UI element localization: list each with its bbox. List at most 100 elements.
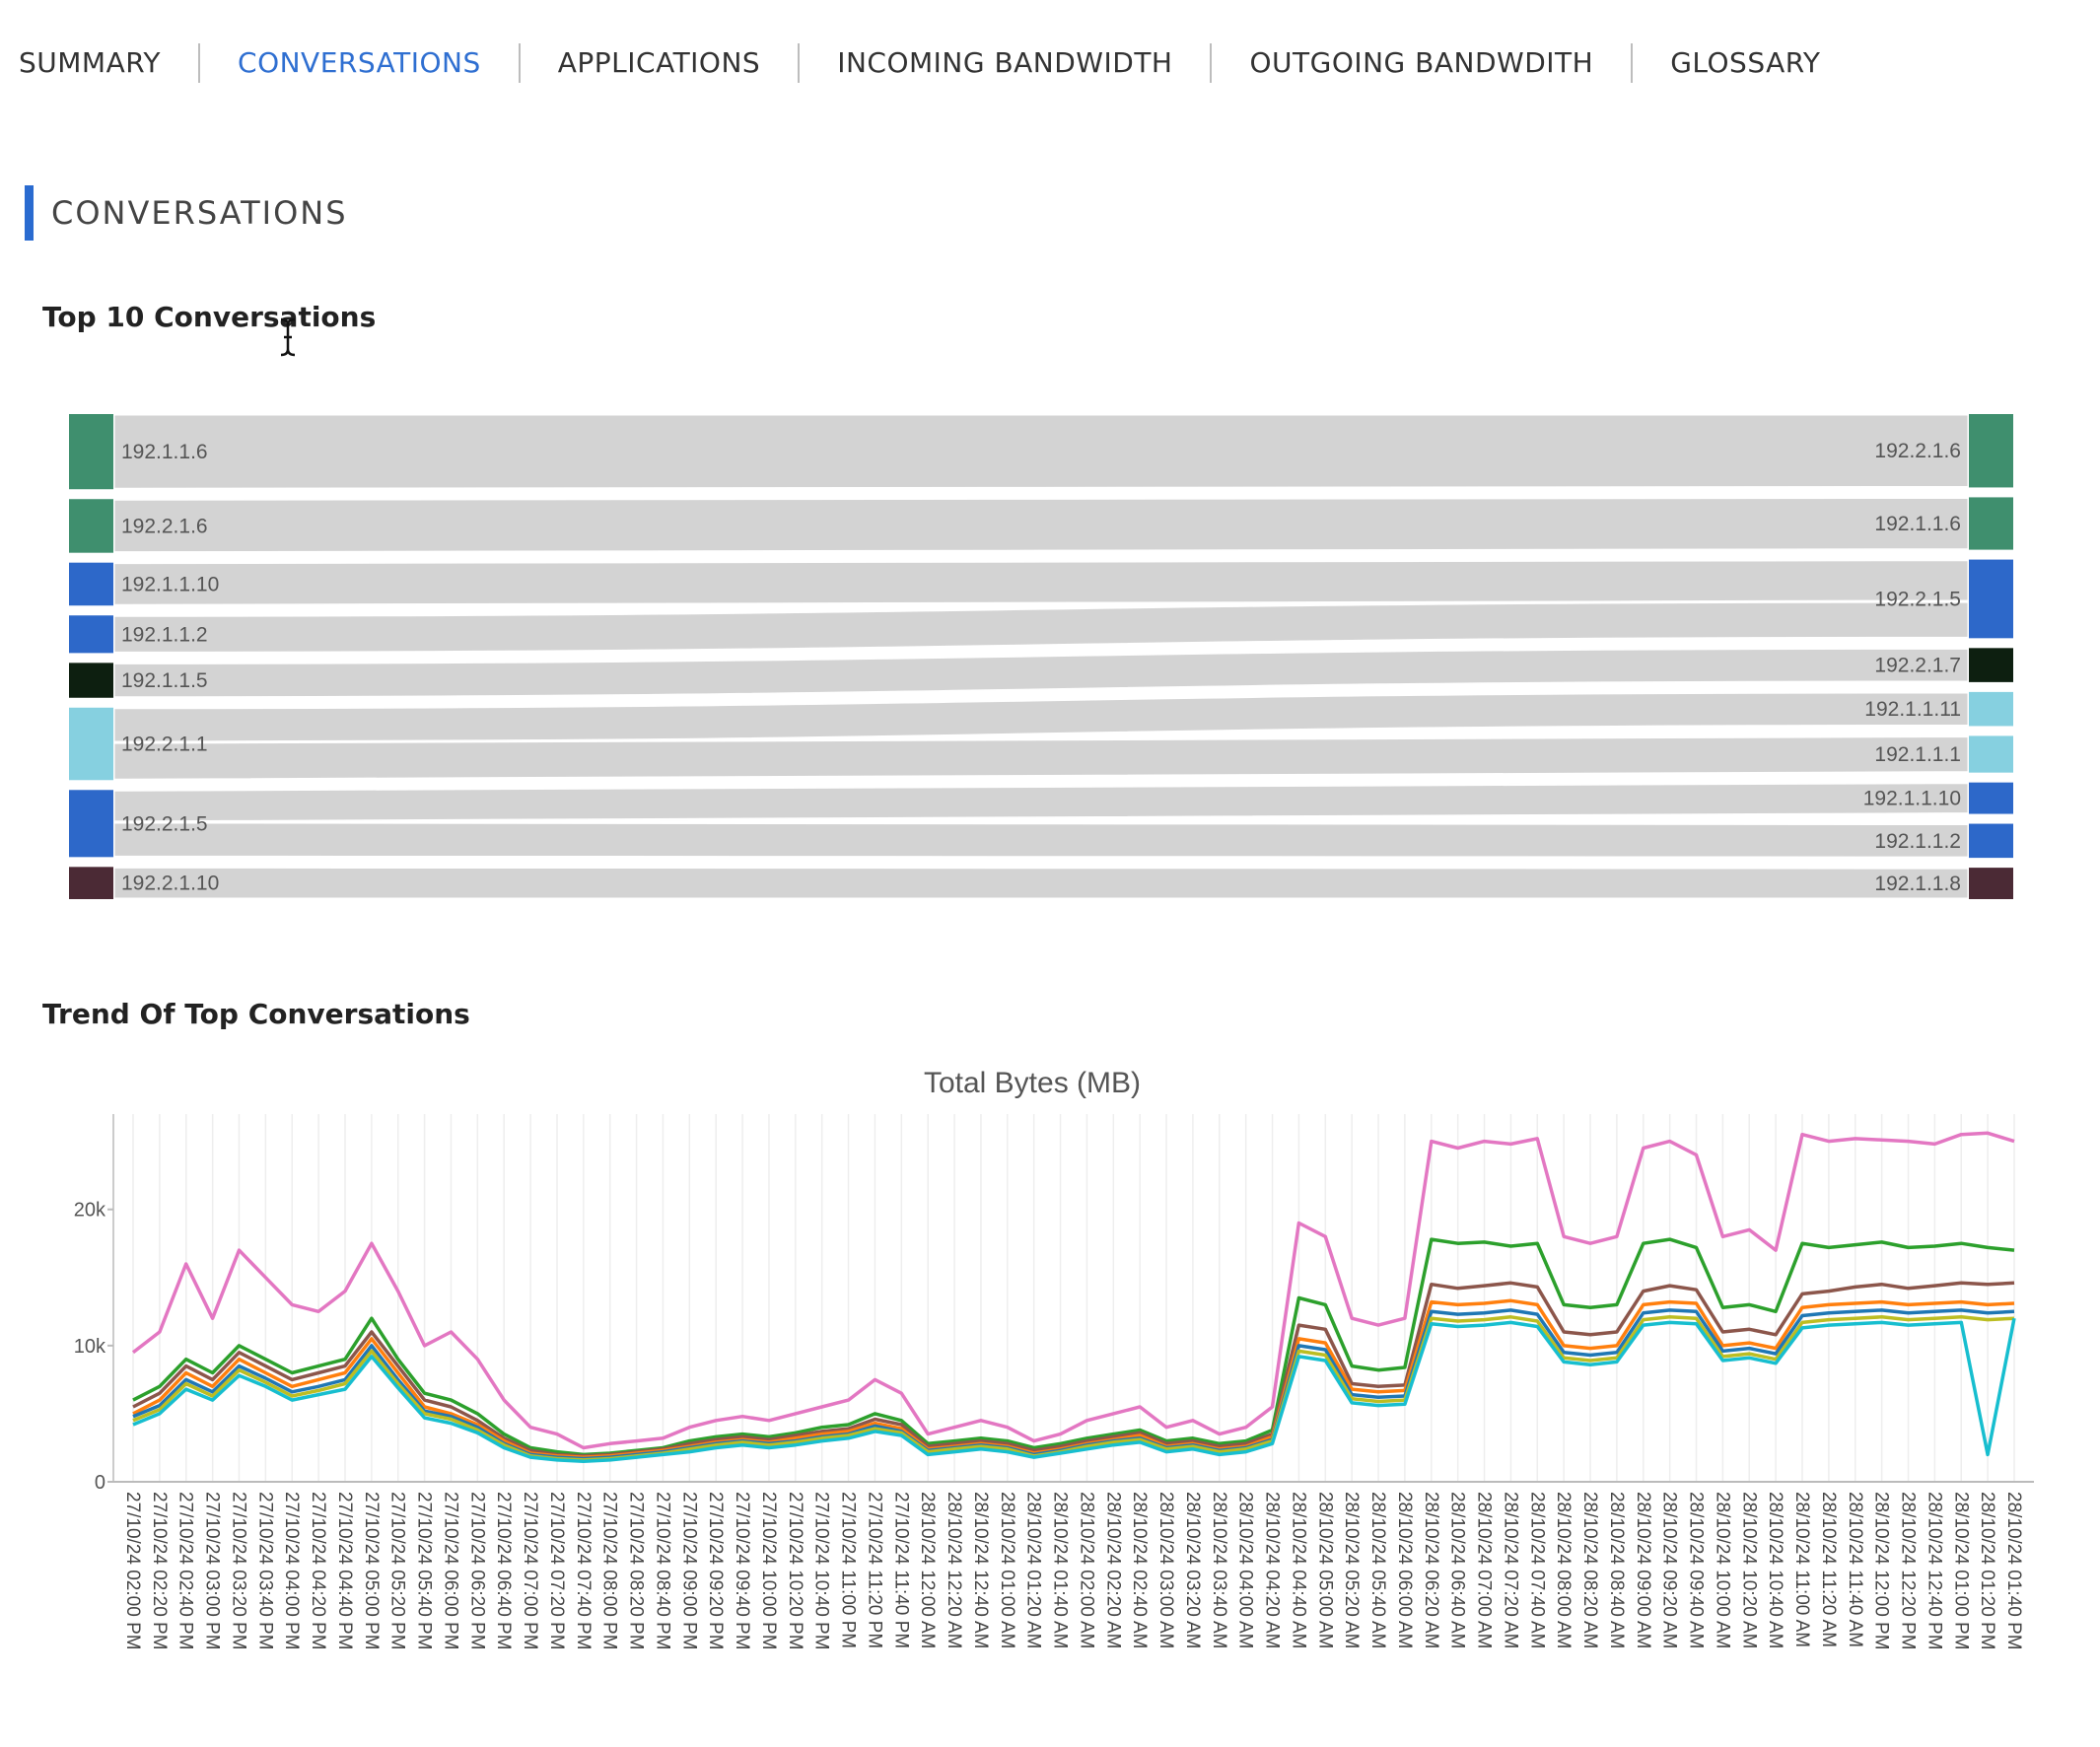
x-tick-label: 28/10/24 02:40 AM	[1129, 1492, 1150, 1649]
x-tick-label: 28/10/24 05:00 AM	[1314, 1492, 1335, 1649]
x-tick-label: 27/10/24 11:20 PM	[864, 1492, 884, 1648]
x-tick-label: 28/10/24 10:20 AM	[1738, 1492, 1759, 1649]
x-tick-label: 27/10/24 11:40 PM	[890, 1492, 911, 1648]
x-tick-label: 28/10/24 07:00 AM	[1474, 1492, 1495, 1649]
sankey-target-label: 192.2.1.6	[1874, 440, 1961, 462]
x-tick-label: 27/10/24 03:40 PM	[254, 1492, 275, 1650]
x-tick-label: 27/10/24 07:00 PM	[520, 1492, 540, 1650]
x-tick-label: 27/10/24 06:40 PM	[493, 1492, 514, 1650]
sankey-target-node[interactable]	[1969, 823, 2013, 859]
tab-summary[interactable]: SUMMARY	[19, 46, 162, 79]
x-tick-label: 28/10/24 01:00 AM	[997, 1492, 1017, 1649]
x-tick-label: 27/10/24 06:00 PM	[440, 1492, 460, 1650]
x-tick-label: 28/10/24 02:20 AM	[1102, 1492, 1123, 1649]
x-tick-label: 28/10/24 01:00 PM	[1950, 1492, 1971, 1650]
sankey-source-label: 192.2.1.6	[121, 515, 208, 537]
sankey-target-node[interactable]	[1969, 868, 2013, 899]
sankey-target-label: 192.1.1.2	[1874, 830, 1961, 853]
x-tick-label: 27/10/24 09:40 PM	[732, 1492, 752, 1650]
sankey-source-node[interactable]	[69, 707, 113, 781]
sankey-target-label: 192.2.1.7	[1874, 655, 1961, 677]
section-title: CONVERSATIONS	[51, 194, 348, 232]
y-tick-label: 20k	[74, 1200, 106, 1222]
x-tick-label: 28/10/24 11:20 AM	[1818, 1492, 1839, 1647]
x-tick-labels: 27/10/24 02:00 PM 27/10/24 02:20 PM 27/10/…	[122, 1492, 2024, 1650]
x-tick-label: 27/10/24 10:40 PM	[811, 1492, 832, 1650]
x-tick-label: 27/10/24 10:00 PM	[758, 1492, 779, 1650]
series-line-yellow[interactable]	[132, 1315, 2015, 1462]
series-line-brown[interactable]	[132, 1281, 2015, 1458]
sankey-target-node[interactable]	[1969, 648, 2013, 682]
series-line-green[interactable]	[132, 1237, 2015, 1457]
sankey-source-node[interactable]	[69, 615, 113, 654]
tab-outgoing-bandwdith[interactable]: OUTGOING BANDWDITH	[1249, 46, 1594, 79]
x-tick-label: 27/10/24 02:20 PM	[149, 1492, 170, 1650]
sankey-source-label: 192.2.1.5	[121, 812, 208, 835]
tab-separator	[518, 43, 521, 83]
x-tick-label: 27/10/24 08:20 PM	[626, 1492, 647, 1650]
sankey-link[interactable]	[111, 646, 1971, 700]
sankey-source-node[interactable]	[69, 867, 113, 899]
x-tick-label: 27/10/24 02:40 PM	[175, 1492, 196, 1650]
x-tick-label: 28/10/24 12:20 PM	[1898, 1492, 1919, 1650]
x-tick-label: 27/10/24 09:00 PM	[678, 1492, 699, 1650]
x-tick-label: 27/10/24 02:00 PM	[122, 1492, 143, 1650]
x-tick-label: 28/10/24 07:40 AM	[1526, 1492, 1547, 1649]
series-line-pink[interactable]	[131, 1131, 2015, 1450]
sankey-target-label: 192.1.1.8	[1874, 873, 1961, 895]
top-conversations-title: Top 10 Conversations	[42, 301, 377, 333]
sankey-source-label: 192.1.1.2	[121, 623, 208, 646]
sankey-link[interactable]	[111, 412, 1971, 491]
sankey-source-label: 192.1.1.5	[121, 669, 208, 692]
x-tick-label: 28/10/24 11:00 AM	[1791, 1492, 1812, 1647]
series-lines	[131, 1131, 2016, 1464]
sankey-target-node[interactable]	[1969, 691, 2013, 727]
tab-incoming-bandwidth[interactable]: INCOMING BANDWIDTH	[837, 46, 1173, 79]
tab-separator	[798, 43, 801, 83]
x-tick-label: 27/10/24 04:00 PM	[281, 1492, 302, 1650]
sankey-source-node[interactable]	[69, 562, 113, 606]
x-tick-label: 27/10/24 08:00 PM	[599, 1492, 620, 1650]
sankey-target-node[interactable]	[1969, 414, 2013, 488]
x-tick-label: 28/10/24 03:20 AM	[1182, 1492, 1203, 1649]
sankey-source-node[interactable]	[69, 790, 113, 858]
sankey-target-node[interactable]	[1969, 497, 2013, 550]
x-tick-label: 27/10/24 04:20 PM	[308, 1492, 328, 1650]
sankey-source-node[interactable]	[69, 414, 113, 490]
sankey-target-label: 192.1.1.1	[1874, 743, 1961, 766]
x-tick-label: 27/10/24 11:00 PM	[838, 1492, 859, 1648]
x-tick-label: 28/10/24 10:40 AM	[1765, 1492, 1785, 1649]
sankey-target-node[interactable]	[1969, 559, 2013, 639]
sankey-source-label: 192.2.1.1	[121, 734, 208, 756]
sankey-source-label: 192.1.1.6	[121, 441, 208, 463]
sankey-source-node[interactable]	[69, 499, 113, 553]
x-tick-label: 28/10/24 06:20 AM	[1421, 1492, 1441, 1649]
x-tick-label: 27/10/24 04:40 PM	[334, 1492, 355, 1650]
report-tab-bar: SUMMARY CONVERSATIONS APPLICATIONS INCOMING…	[0, 28, 1858, 99]
x-tick-label: 28/10/24 01:20 AM	[1023, 1492, 1044, 1649]
sankey-source-node[interactable]	[69, 663, 113, 698]
tab-applications[interactable]: APPLICATIONS	[557, 46, 761, 79]
x-tick-label: 28/10/24 05:40 AM	[1367, 1492, 1388, 1649]
y-tick-label: 0	[95, 1472, 105, 1494]
sankey-target-node[interactable]	[1969, 735, 2013, 773]
x-tick-label: 28/10/24 05:20 AM	[1341, 1492, 1362, 1649]
x-tick-label: 28/10/24 07:20 AM	[1500, 1492, 1520, 1649]
x-tick-label: 28/10/24 09:40 AM	[1686, 1492, 1707, 1649]
y-tick-label: 10k	[74, 1336, 106, 1358]
sankey-link[interactable]	[111, 734, 1971, 782]
x-tick-label: 27/10/24 08:40 PM	[652, 1492, 672, 1650]
sankey-target-label: 192.1.1.6	[1874, 513, 1961, 535]
x-tick-label: 27/10/24 05:40 PM	[414, 1492, 435, 1650]
sankey-target-node[interactable]	[1969, 782, 2013, 814]
x-tick-label: 28/10/24 03:40 AM	[1209, 1492, 1229, 1649]
series-line-teal[interactable]	[132, 1317, 2016, 1464]
x-tick-label: 27/10/24 03:20 PM	[228, 1492, 248, 1650]
x-tick-label: 28/10/24 01:20 PM	[1977, 1492, 1997, 1650]
sankey-source-label: 192.1.1.10	[121, 573, 219, 595]
x-tick-label: 28/10/24 08:40 AM	[1606, 1492, 1627, 1649]
tab-conversations[interactable]: CONVERSATIONS	[238, 46, 481, 79]
tab-glossary[interactable]: GLOSSARY	[1670, 46, 1821, 79]
x-tick-label: 27/10/24 07:20 PM	[546, 1492, 567, 1650]
